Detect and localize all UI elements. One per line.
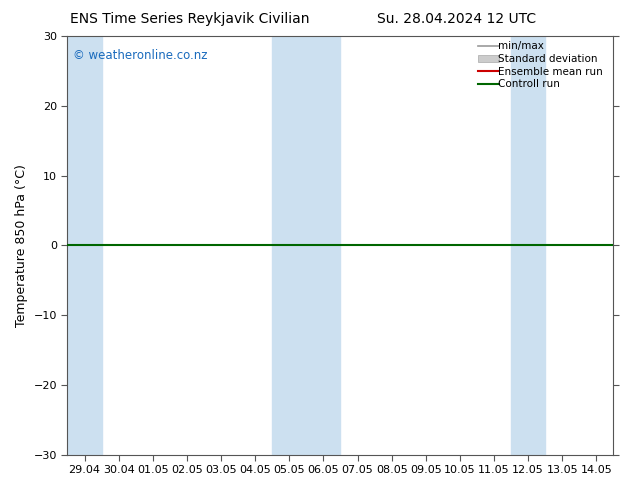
- Bar: [272, 36, 340, 455]
- Text: ENS Time Series Reykjavik Civilian: ENS Time Series Reykjavik Civilian: [70, 12, 310, 26]
- Text: Su. 28.04.2024 12 UTC: Su. 28.04.2024 12 UTC: [377, 12, 536, 26]
- Bar: [511, 36, 545, 455]
- Y-axis label: Temperature 850 hPa (°C): Temperature 850 hPa (°C): [15, 164, 28, 327]
- Legend: min/max, Standard deviation, Ensemble mean run, Controll run: min/max, Standard deviation, Ensemble me…: [476, 39, 611, 91]
- Text: © weatheronline.co.nz: © weatheronline.co.nz: [73, 49, 207, 62]
- Bar: [67, 36, 101, 455]
